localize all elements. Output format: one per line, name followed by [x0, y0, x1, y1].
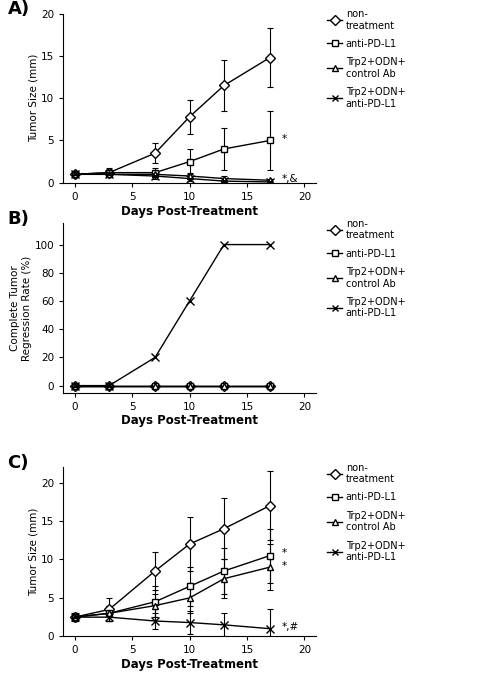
X-axis label: Days Post-Treatment: Days Post-Treatment	[121, 204, 258, 217]
X-axis label: Days Post-Treatment: Days Post-Treatment	[121, 658, 258, 671]
Text: A): A)	[8, 0, 30, 18]
Text: *: *	[281, 548, 287, 559]
Legend: non-
treatment, anti-PD-L1, Trp2+ODN+
control Ab, Trp2+ODN+
anti-PD-L1: non- treatment, anti-PD-L1, Trp2+ODN+ co…	[324, 459, 409, 566]
Text: *,#: *,#	[281, 622, 299, 632]
Text: C): C)	[8, 454, 29, 472]
X-axis label: Days Post-Treatment: Days Post-Treatment	[121, 414, 258, 427]
Legend: non-
treatment, anti-PD-L1, Trp2+ODN+
control Ab, Trp2+ODN+
anti-PD-L1: non- treatment, anti-PD-L1, Trp2+ODN+ co…	[324, 5, 409, 112]
Text: *: *	[281, 134, 287, 144]
Y-axis label: Complete Tumor
Regression Rate (%): Complete Tumor Regression Rate (%)	[10, 255, 32, 361]
Y-axis label: Tumor Size (mm): Tumor Size (mm)	[28, 54, 38, 142]
Text: B): B)	[8, 210, 30, 228]
Y-axis label: Tumor Size (mm): Tumor Size (mm)	[28, 508, 38, 596]
Text: *,&: *,&	[281, 173, 298, 183]
Legend: non-
treatment, anti-PD-L1, Trp2+ODN+
control Ab, Trp2+ODN+
anti-PD-L1: non- treatment, anti-PD-L1, Trp2+ODN+ co…	[324, 215, 409, 322]
Text: *: *	[281, 561, 287, 571]
